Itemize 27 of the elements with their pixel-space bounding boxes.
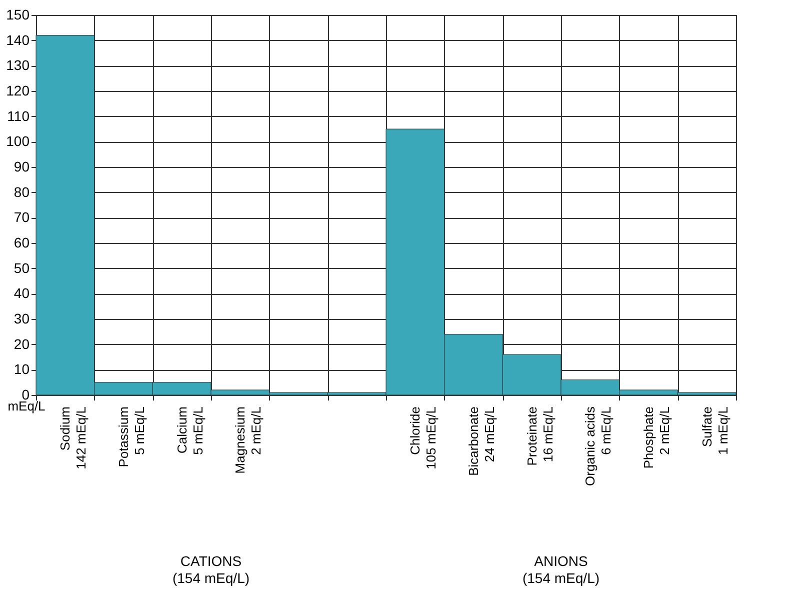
y-tick-label: 10 [14, 361, 30, 378]
y-tick-label: 30 [14, 310, 30, 326]
y-tick-label: 60 [14, 234, 30, 250]
y-tick-label: 40 [14, 285, 30, 302]
x-tick-label: Calcium 5 mEq/L [174, 406, 206, 455]
x-tick-label: Phosphate 2 mEq/L [641, 406, 672, 469]
x-tick-label: Sodium 142 mEq/L [58, 406, 89, 470]
x-tick-label: Sulfate 1 mEq/L [699, 406, 730, 455]
y-tick-label: 110 [7, 108, 30, 124]
x-tick-label: Chloride 105 mEq/L [408, 406, 439, 470]
y-tick-label: 20 [14, 336, 30, 352]
y-tick-label: 90 [14, 158, 30, 174]
x-tick-label: Potassium 5 mEq/L [116, 406, 147, 468]
y-tick-label: 100 [6, 133, 30, 150]
x-tick-label: Bicarbonate 24 mEq/L [466, 406, 497, 476]
x-tick-label: Organic acids 6 mEq/L [582, 406, 614, 486]
y-tick-label: 150 [6, 6, 30, 22]
y-tick-label: 50 [14, 260, 30, 276]
y-tick-label: 140 [6, 32, 30, 48]
y-tick-label: 130 [6, 57, 30, 74]
x-tick-label: Magnesium 2 mEq/L [232, 406, 264, 474]
y-tick-label: 70 [14, 209, 30, 226]
y-tick-label: 80 [14, 184, 30, 200]
text: ANIONS (154 mEq/L) [522, 553, 600, 586]
x-tick-label: Proteinate 16 mEq/L [524, 406, 556, 466]
y-tick-label: 120 [6, 82, 30, 98]
text: CATIONS (154 mEq/L) [172, 553, 250, 586]
